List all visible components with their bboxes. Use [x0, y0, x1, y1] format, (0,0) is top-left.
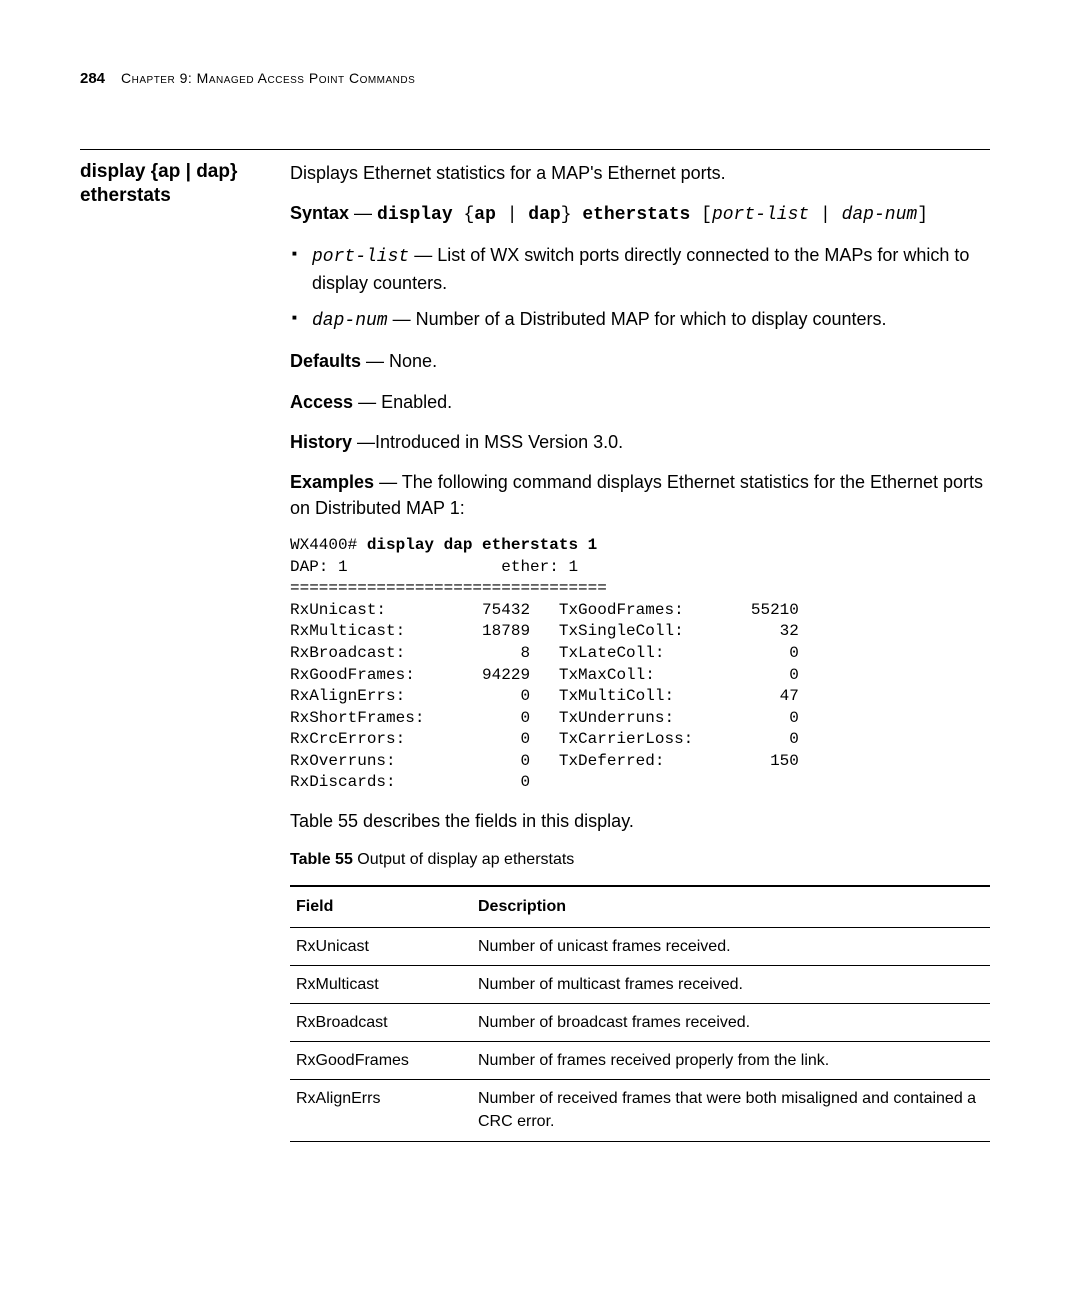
param-item: dap-num — Number of a Distributed MAP fo…	[290, 306, 990, 334]
page: 284 Chapter 9: Managed Access Point Comm…	[0, 0, 1080, 1296]
syntax-brace-close: }	[561, 205, 572, 225]
table-cell-field: RxUnicast	[290, 927, 472, 965]
syntax-dap: dap	[528, 205, 560, 225]
param-dash: —	[409, 245, 437, 265]
command-section: display {ap | dap} etherstats Displays E…	[80, 160, 990, 1142]
code-command: display dap etherstats 1	[367, 536, 597, 554]
syntax-portlist: port-list	[712, 205, 809, 225]
fields-table: Field Description RxUnicast Number of un…	[290, 885, 990, 1141]
param-name: dap-num	[312, 311, 388, 331]
table-cell-field: RxAlignErrs	[290, 1080, 472, 1141]
access-dash: —	[353, 392, 381, 412]
table-row: RxUnicast Number of unicast frames recei…	[290, 927, 990, 965]
defaults-value: None.	[389, 351, 437, 371]
table-header-field: Field	[290, 886, 472, 927]
section-rule	[80, 149, 990, 150]
access-line: Access — Enabled.	[290, 389, 990, 415]
chapter-label: Chapter 9: Managed Access Point Commands	[121, 70, 415, 86]
table-cell-desc: Number of broadcast frames received.	[472, 1003, 990, 1041]
code-block: WX4400# display dap etherstats 1 DAP: 1 …	[290, 535, 990, 794]
history-line: History —Introduced in MSS Version 3.0.	[290, 429, 990, 455]
table-header-row: Field Description	[290, 886, 990, 927]
param-desc: Number of a Distributed MAP for which to…	[416, 309, 887, 329]
table-cell-field: RxMulticast	[290, 965, 472, 1003]
table-header-desc: Description	[472, 886, 990, 927]
syntax-pipe2: |	[809, 205, 841, 225]
examples-line: Examples — The following command display…	[290, 469, 990, 521]
table-reference: Table 55 describes the fields in this di…	[290, 808, 990, 834]
param-dash: —	[388, 309, 416, 329]
syntax-bracket-open: [	[701, 205, 712, 225]
table-cell-desc: Number of multicast frames received.	[472, 965, 990, 1003]
syntax-bracket-close: ]	[917, 205, 928, 225]
history-value: Introduced in MSS Version 3.0.	[375, 432, 623, 452]
syntax-dash: —	[349, 203, 377, 223]
table-row: RxAlignErrs Number of received frames th…	[290, 1080, 990, 1141]
examples-dash: —	[374, 472, 402, 492]
command-body: Displays Ethernet statistics for a MAP's…	[290, 160, 990, 1142]
table-caption-label: Table 55	[290, 851, 353, 868]
syntax-ap: ap	[474, 205, 496, 225]
syntax-pipe: |	[496, 205, 528, 225]
examples-label: Examples	[290, 472, 374, 492]
history-label: History	[290, 432, 352, 452]
syntax-etherstats: etherstats	[572, 205, 702, 225]
defaults-dash: —	[361, 351, 389, 371]
page-number: 284	[80, 70, 105, 87]
param-item: port-list — List of WX switch ports dire…	[290, 242, 990, 296]
table-caption: Table 55 Output of display ap etherstats	[290, 848, 990, 871]
command-heading: display {ap | dap} etherstats	[80, 160, 290, 208]
defaults-label: Defaults	[290, 351, 361, 371]
syntax-display: display	[377, 205, 463, 225]
table-cell-field: RxGoodFrames	[290, 1042, 472, 1080]
table-caption-text: Output of display ap etherstats	[353, 851, 574, 868]
code-prompt: WX4400#	[290, 536, 367, 554]
intro-text: Displays Ethernet statistics for a MAP's…	[290, 160, 990, 186]
history-dash: —	[352, 432, 375, 452]
running-header: 284 Chapter 9: Managed Access Point Comm…	[80, 70, 990, 87]
syntax-brace-open: {	[463, 205, 474, 225]
access-value: Enabled.	[381, 392, 452, 412]
access-label: Access	[290, 392, 353, 412]
table-row: RxGoodFrames Number of frames received p…	[290, 1042, 990, 1080]
table-cell-field: RxBroadcast	[290, 1003, 472, 1041]
code-body: DAP: 1 ether: 1 ========================…	[290, 558, 799, 792]
table-cell-desc: Number of frames received properly from …	[472, 1042, 990, 1080]
param-name: port-list	[312, 247, 409, 267]
table-row: RxBroadcast Number of broadcast frames r…	[290, 1003, 990, 1041]
defaults-line: Defaults — None.	[290, 348, 990, 374]
syntax-dapnum: dap-num	[842, 205, 918, 225]
table-cell-desc: Number of unicast frames received.	[472, 927, 990, 965]
table-cell-desc: Number of received frames that were both…	[472, 1080, 990, 1141]
param-list: port-list — List of WX switch ports dire…	[290, 242, 990, 334]
table-row: RxMulticast Number of multicast frames r…	[290, 965, 990, 1003]
syntax-label: Syntax	[290, 203, 349, 223]
syntax-line: Syntax — display {ap | dap} etherstats […	[290, 200, 990, 228]
